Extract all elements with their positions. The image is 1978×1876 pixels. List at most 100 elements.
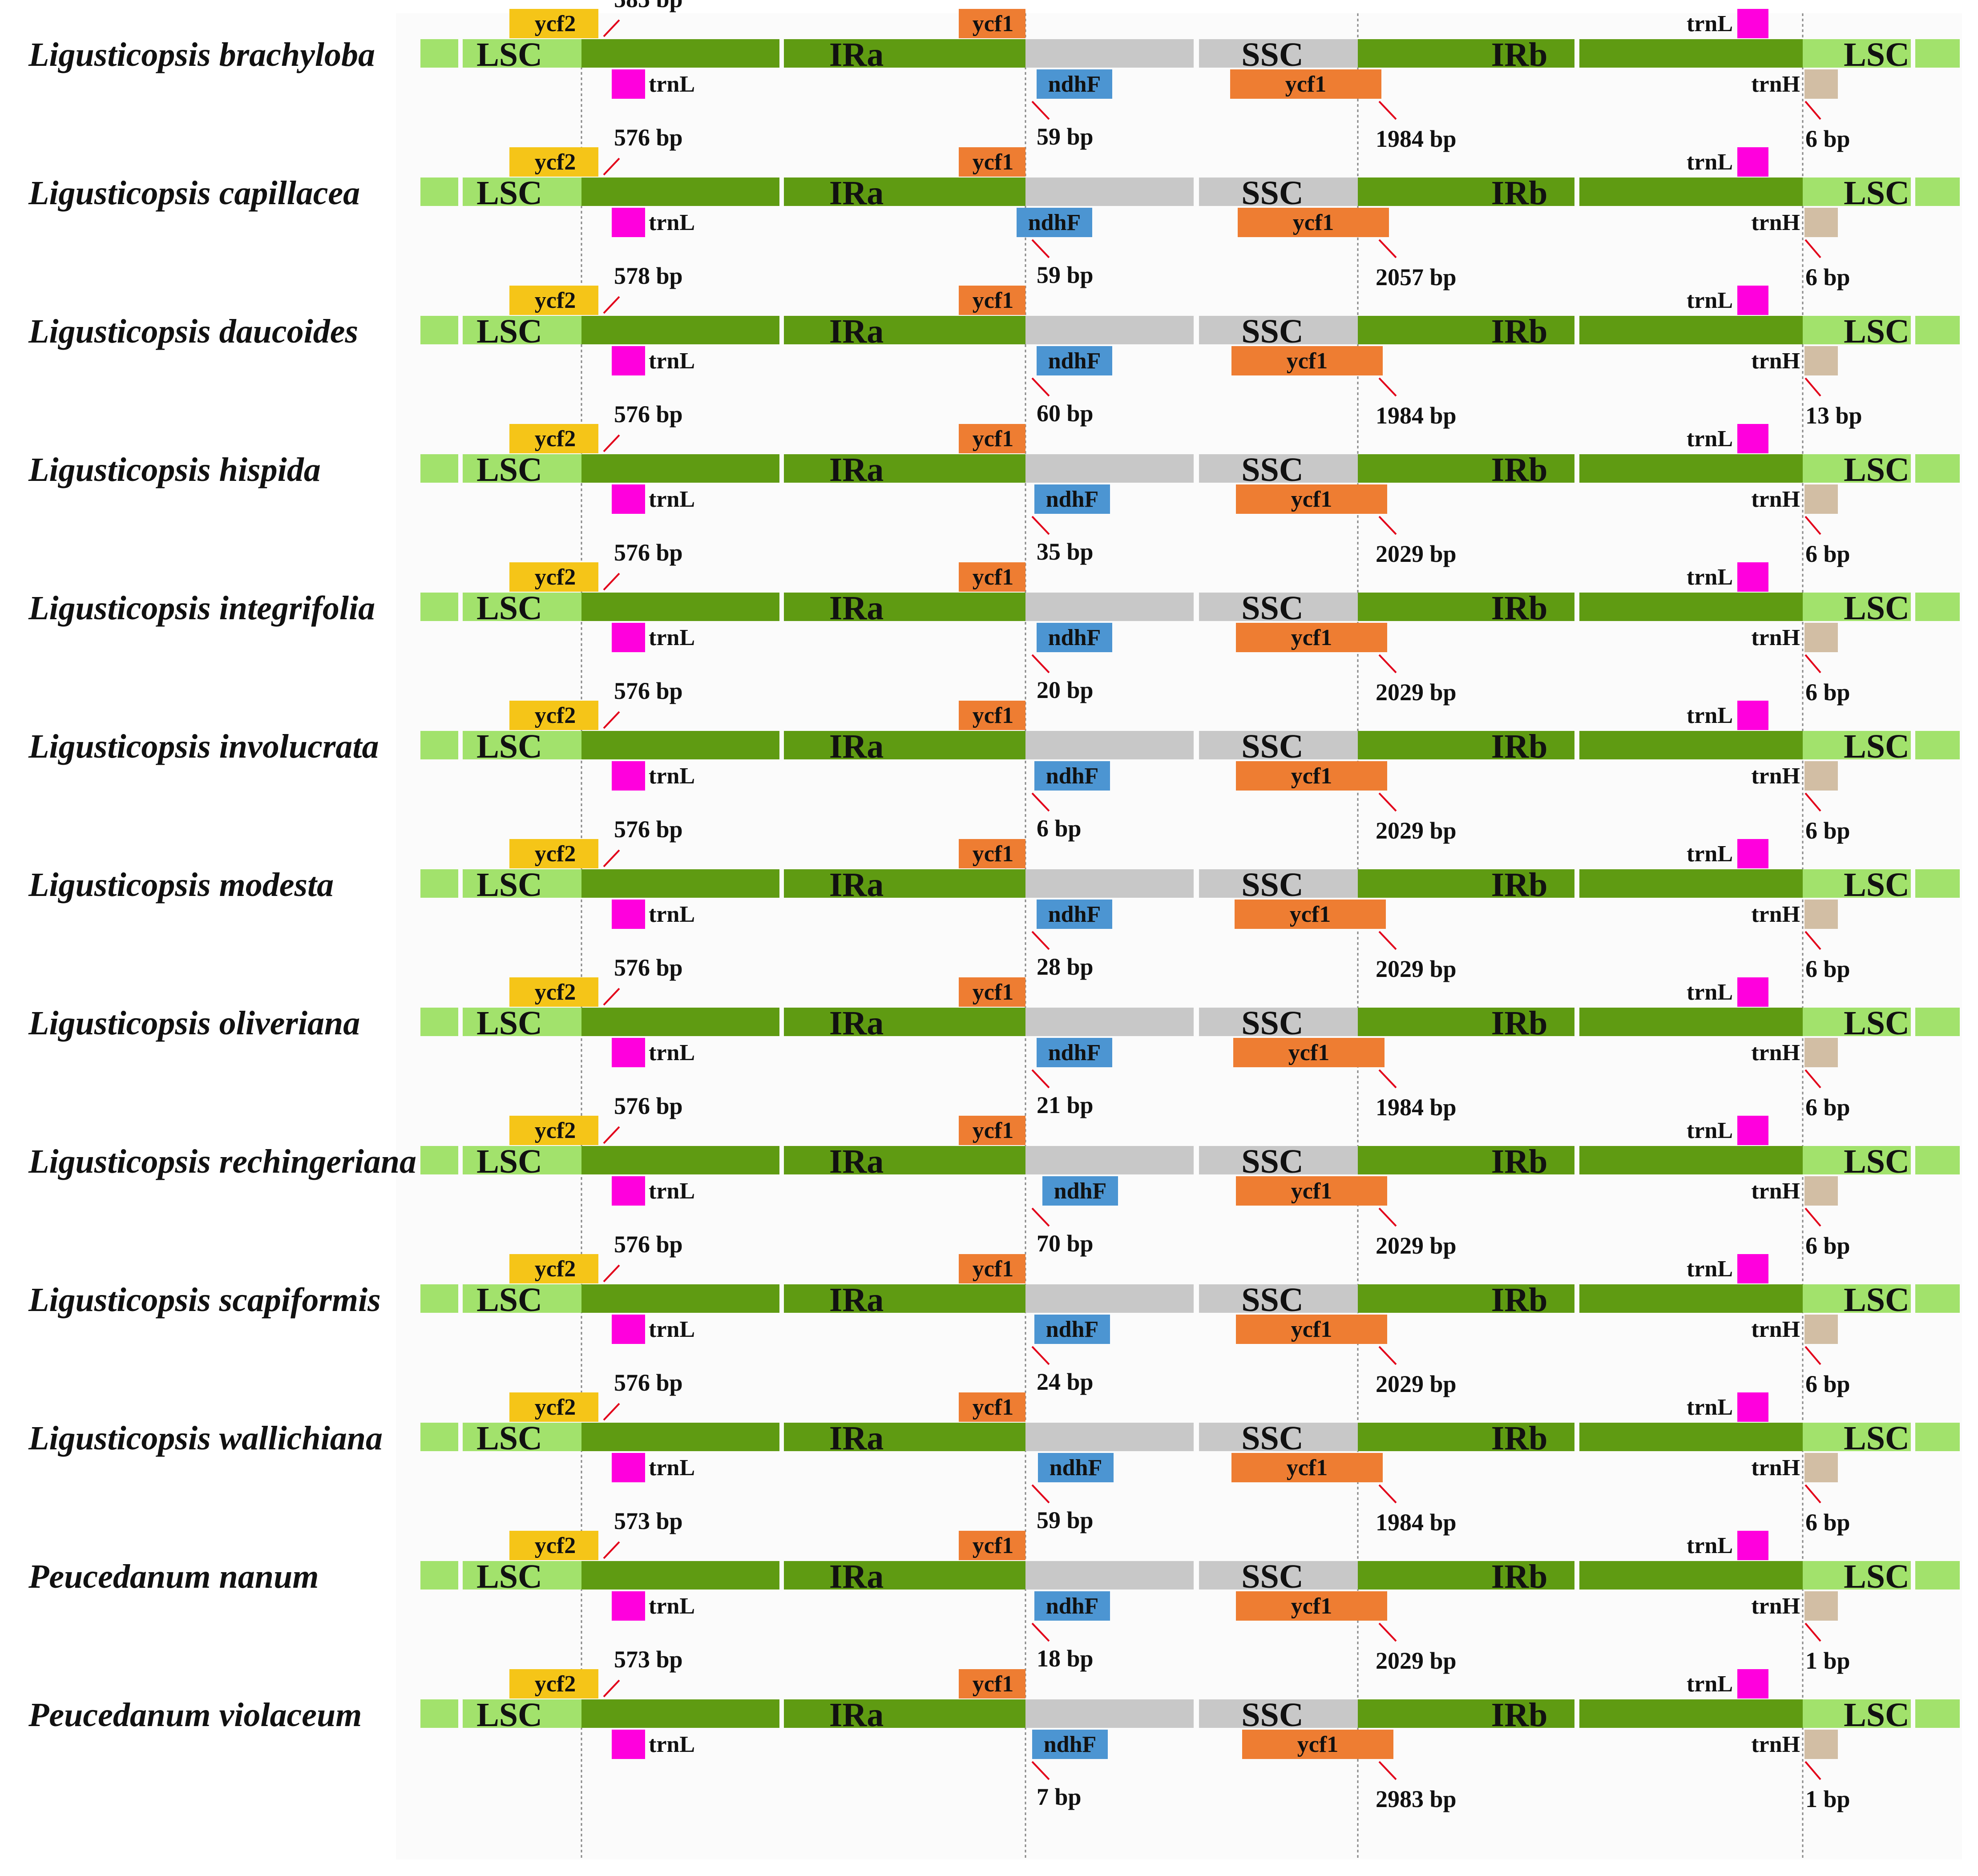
irb-segment-right (1579, 1284, 1803, 1313)
ndhF-pointer (1031, 239, 1050, 258)
ndhF-gene (1034, 484, 1110, 514)
ycf1-ssc-label: ycf1 (1291, 625, 1332, 650)
trnL-ira-label: trnL (649, 348, 695, 374)
ycf1-pointer (1378, 1207, 1397, 1227)
ndhF-bp-label: 60 bp (1037, 400, 1094, 427)
ndhF-pointer (1031, 1069, 1050, 1089)
lsc-right-tail (1915, 39, 1960, 68)
trnL-irb-label: trnL (1687, 703, 1733, 728)
trnH-pointer (1804, 1484, 1821, 1504)
ycf1-pointer (1378, 516, 1397, 535)
lsc-left-segment (463, 39, 581, 68)
ssc-segment-left (1025, 1561, 1194, 1590)
lsc-label: LSC (476, 866, 542, 904)
lsc-left-tail (420, 1284, 458, 1313)
trnH-gene (1804, 1038, 1838, 1067)
irb-label: IRb (1491, 728, 1548, 765)
lsc-label: LSC (476, 1696, 542, 1734)
species-name: Ligusticopsis hispida (28, 451, 321, 488)
irb-segment-right (1579, 454, 1803, 483)
trnL-ira-gene (612, 346, 645, 375)
ycf2-bp-label: 576 bp (614, 954, 683, 981)
ssc-segment-right (1199, 731, 1358, 759)
lsc-label: LSC (476, 1005, 542, 1042)
ycf2-bp-label: 576 bp (614, 678, 683, 704)
ndhF-gene (1037, 623, 1112, 652)
ndhF-label: ndhF (1046, 763, 1099, 789)
ira-segment-left (581, 593, 779, 621)
ira-segment-right (784, 593, 1025, 621)
lsc-right-segment (1803, 1008, 1911, 1036)
ssc-label: SSC (1241, 36, 1303, 73)
ssc-segment-right (1199, 316, 1358, 344)
lsc-left-segment (463, 1284, 581, 1313)
ycf1-ssc-gene (1236, 623, 1387, 652)
ycf1-ssc-label: ycf1 (1287, 1455, 1328, 1481)
trnH-label: trnH (1751, 348, 1800, 374)
trnL-ira-gene (612, 1453, 645, 1482)
ndhF-gene (1037, 69, 1112, 99)
ira-segment-left (581, 39, 779, 68)
ssc-segment-left (1025, 593, 1194, 621)
lsc-right-segment (1803, 1423, 1911, 1451)
ira-label: IRa (829, 1005, 884, 1042)
irb-label: IRb (1491, 589, 1548, 627)
species-name: Ligusticopsis integrifolia (28, 589, 375, 627)
ssc-label: SSC (1241, 1281, 1303, 1319)
ndhF-gene (1038, 1453, 1114, 1482)
trnL-irb-gene (1737, 1116, 1768, 1145)
trnL-ira-label: trnL (649, 902, 695, 927)
ssc-segment-right (1199, 1561, 1358, 1590)
lsc-left-segment (463, 1699, 581, 1728)
ycf2-label: ycf2 (535, 1533, 576, 1558)
ycf2-gene (509, 424, 598, 453)
lsc-label: LSC (1844, 728, 1909, 765)
ycf1-pointer (1378, 1346, 1397, 1365)
ira-label: IRa (829, 589, 884, 627)
lsc-left-tail (420, 1699, 458, 1728)
trnH-label: trnH (1751, 1455, 1800, 1481)
ycf2-gene (509, 147, 598, 177)
trnL-irb-label: trnL (1687, 11, 1733, 36)
trnL-ira-gene (612, 900, 645, 929)
ycf1-ira-label: ycf1 (973, 980, 1013, 1005)
trnH-pointer (1804, 239, 1821, 258)
lsc-label: LSC (476, 1281, 542, 1319)
species-row: Ligusticopsis capillacea LSC IRa SSC IRb LSCy… (28, 124, 1960, 290)
irb-segment-left (1358, 1561, 1574, 1590)
irb-label: IRb (1491, 1558, 1548, 1595)
lsc-label: LSC (1844, 1143, 1909, 1180)
ira-label: IRa (829, 1558, 884, 1595)
ssc-label: SSC (1241, 728, 1303, 765)
trnL-irb-label: trnL (1687, 980, 1733, 1005)
ycf1-ira-label: ycf1 (973, 1533, 1013, 1558)
species-name: Ligusticopsis capillacea (28, 174, 360, 212)
trnL-ira-gene (612, 69, 645, 99)
lsc-label: LSC (1844, 451, 1909, 488)
irb-segment-left (1358, 731, 1574, 759)
ira-segment-right (784, 1284, 1025, 1313)
ndhF-gene (1037, 1038, 1112, 1067)
ycf1-ssc-label: ycf1 (1293, 210, 1334, 235)
lsc-left-segment (463, 1423, 581, 1451)
trnL-ira-gene (612, 208, 645, 237)
ycf1-ira-label: ycf1 (973, 1118, 1013, 1143)
lsc-right-segment (1803, 593, 1911, 621)
ssc-segment-right (1199, 1146, 1358, 1174)
ycf1-ssc-label: ycf1 (1288, 1040, 1329, 1065)
ndhF-gene (1037, 346, 1112, 375)
ycf2-pointer (603, 434, 620, 452)
ira-segment-left (581, 731, 779, 759)
trnH-bp-label: 13 bp (1805, 402, 1862, 429)
ycf2-gene (509, 286, 598, 315)
trnL-ira-gene (612, 1591, 645, 1621)
ndhF-pointer (1031, 101, 1050, 120)
ycf2-label: ycf2 (535, 426, 576, 452)
trnH-bp-label: 6 bp (1805, 679, 1850, 706)
species-row: Ligusticopsis rechingeriana LSC IRa SSC IRb L… (28, 1093, 1960, 1259)
ira-segment-left (581, 1423, 779, 1451)
ycf1-ira-gene (959, 701, 1025, 730)
ira-segment-right (784, 178, 1025, 206)
ycf1-ira-gene (959, 562, 1025, 592)
ycf2-bp-label: 576 bp (614, 539, 683, 566)
